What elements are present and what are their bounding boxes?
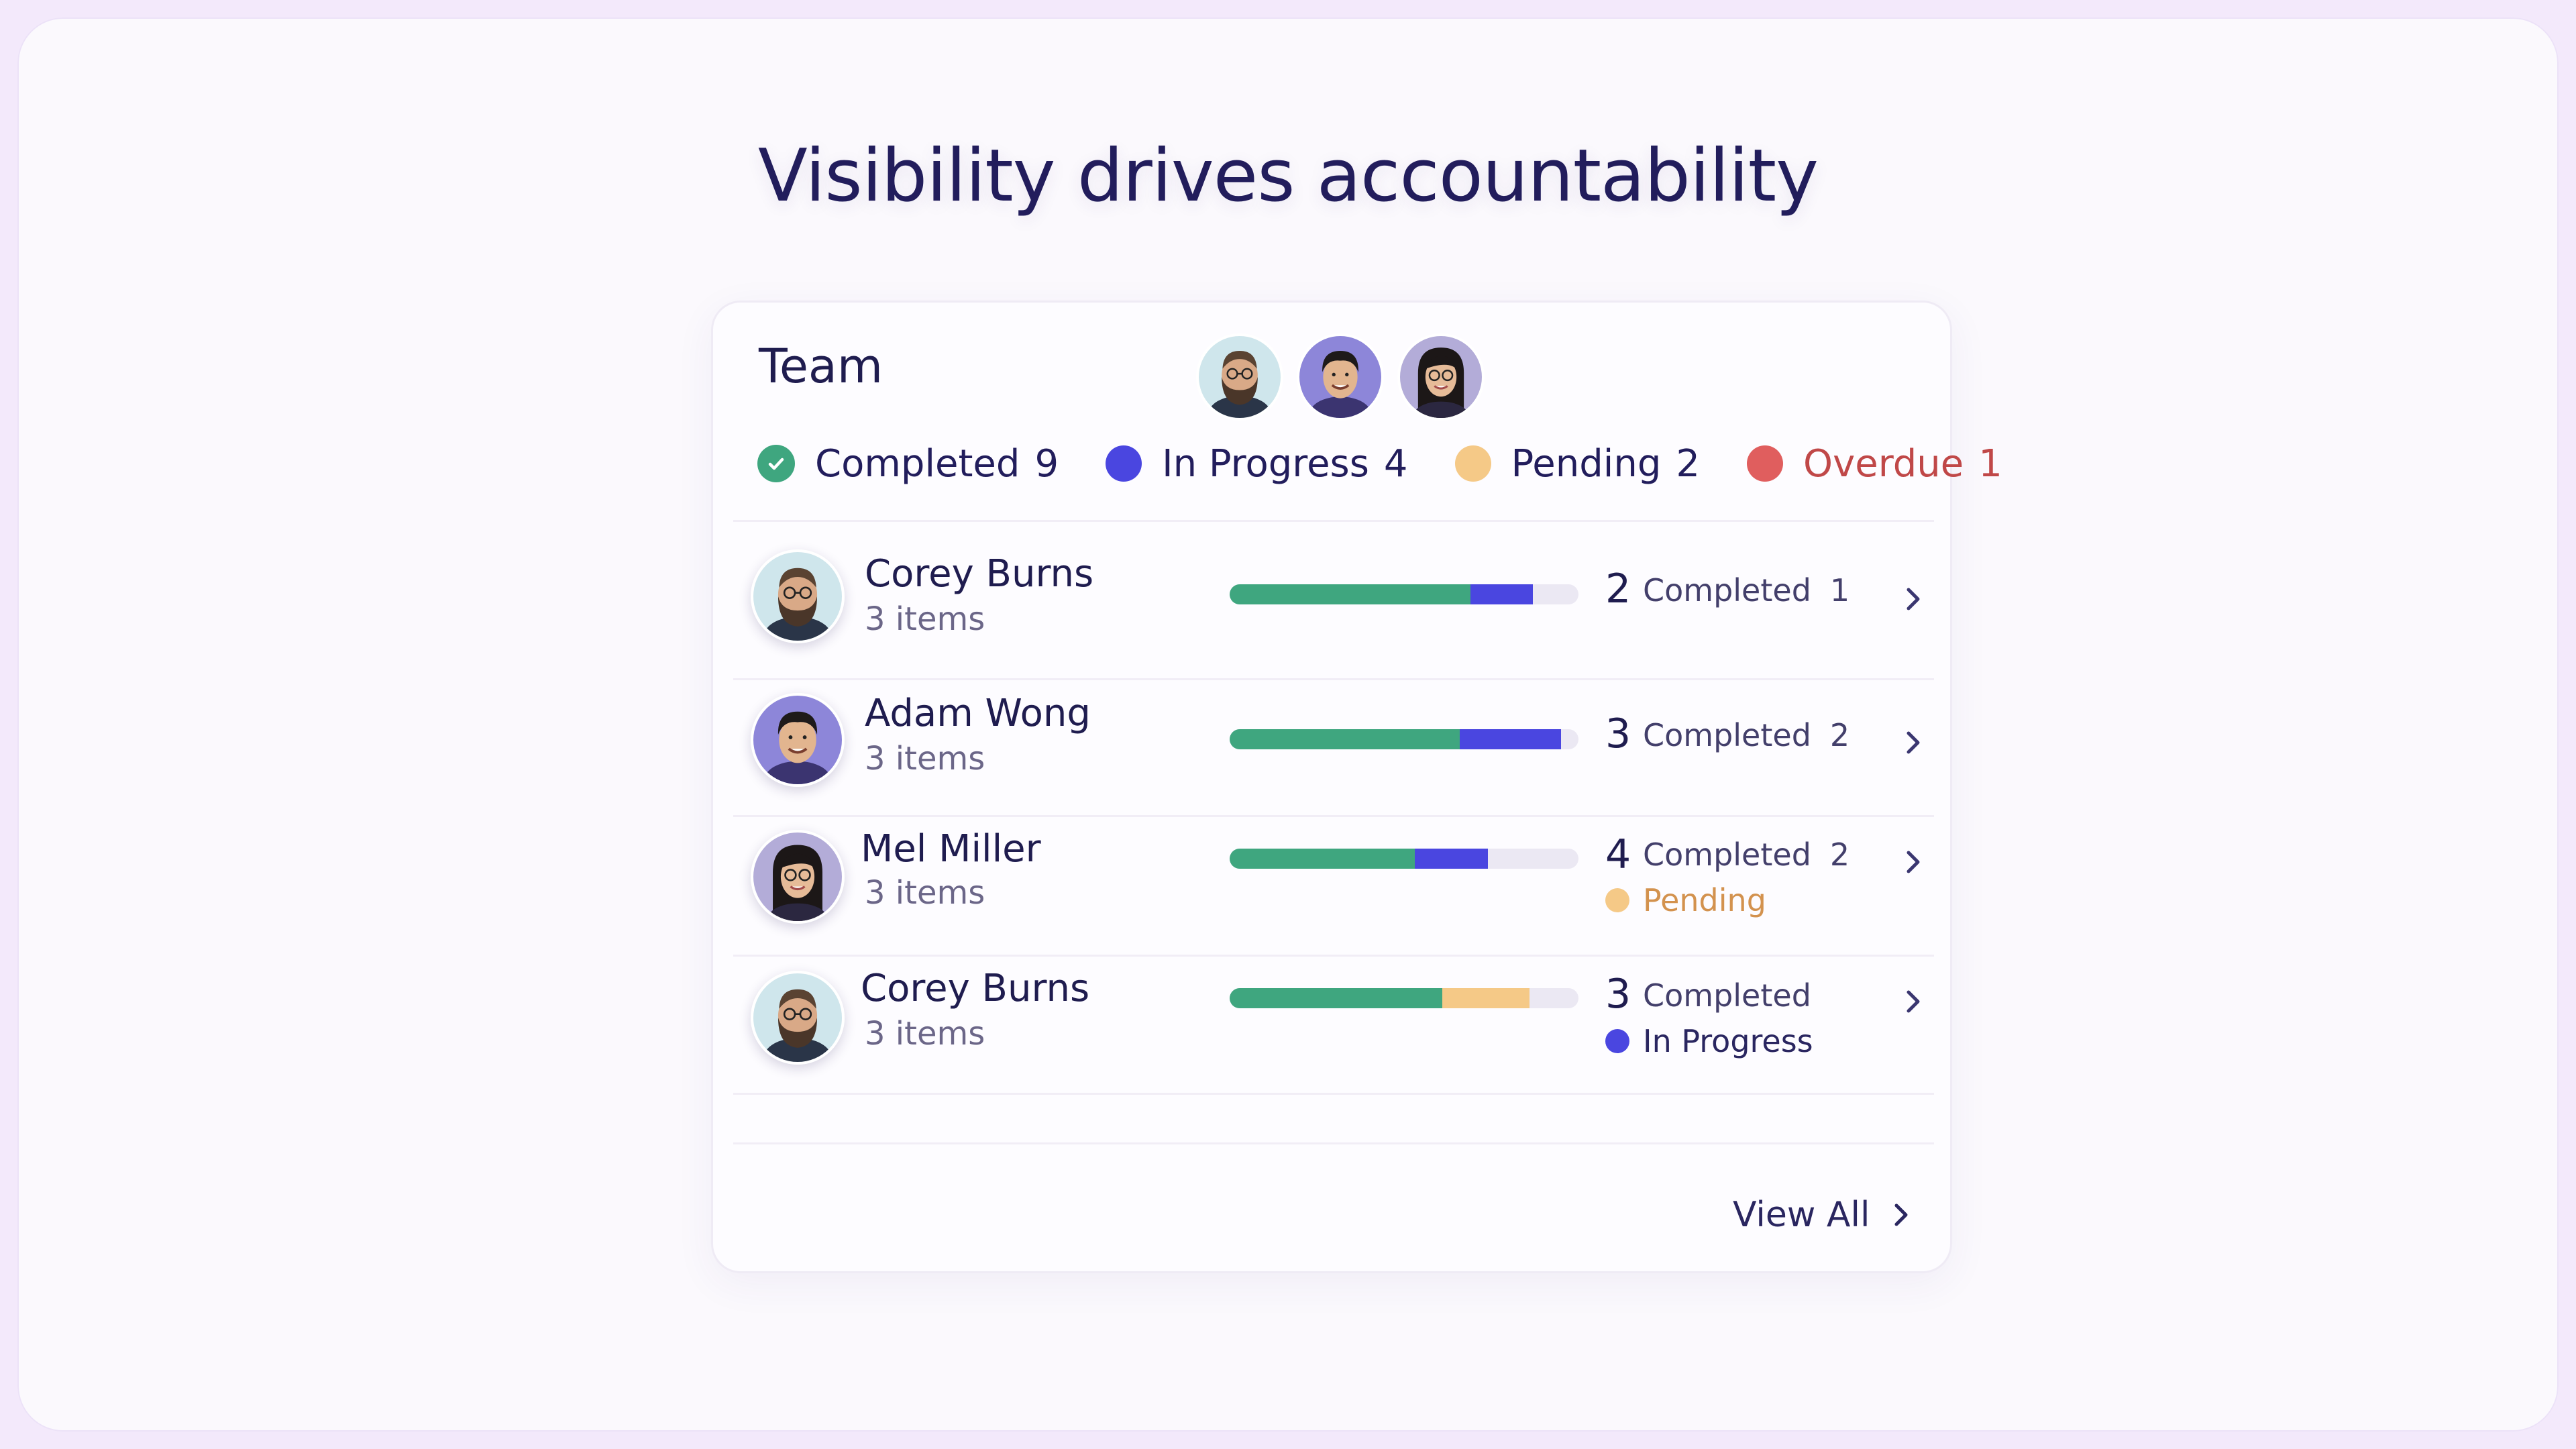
avatar [751,830,845,924]
member-status-label: Completed [1643,837,1811,873]
member-status: Completed 1 [1643,572,1849,608]
member-status: Completed 2 [1643,717,1849,753]
avatar [751,971,845,1065]
legend-pending[interactable]: Pending 2 [1454,441,1701,486]
legend-overdue-count: 1 [1978,441,2002,486]
member-row[interactable]: Corey Burns 3 items 2 Completed 1 [733,531,1934,669]
chevron-right-icon[interactable] [1900,579,1927,619]
member-count: 3 [1605,971,1631,1018]
progress-segment-in-progress [1460,729,1561,749]
avatar [751,693,845,787]
team-avatar-adam[interactable] [1297,333,1384,421]
member-name: Adam Wong [865,692,1091,735]
member-count: 2 [1605,566,1631,612]
overdue-dot-icon [1747,445,1784,482]
legend-completed[interactable]: Completed 9 [757,442,1059,486]
progress-segment-completed [1230,849,1415,869]
view-all-label: View All [1733,1195,1870,1235]
pending-dot-icon [1605,888,1629,912]
member-row[interactable]: Mel Miller 3 items 4 Completed 2 Pending [733,815,1934,953]
avatar [751,549,845,643]
avatar-bearded-glasses-image [1199,336,1281,418]
member-status: Completed [1643,977,1830,1014]
row-divider [733,1093,1934,1095]
member-row[interactable]: Adam Wong 3 items 3 Completed 2 [733,677,1934,815]
legend-in-progress-label: In Progress [1162,441,1369,486]
row-divider [733,955,1934,957]
legend-in-progress[interactable]: In Progress 4 [1106,441,1408,486]
member-status-label: Completed [1643,717,1811,753]
progress-bar [1230,584,1578,604]
legend-pending-label: Pending [1511,441,1662,486]
legend-in-progress-count: 4 [1383,441,1408,486]
row-divider [733,678,1934,680]
team-card: Team [711,301,2002,1273]
page-headline: Visibility drives accountability [757,134,1819,218]
in-progress-dot-icon [1605,1029,1629,1053]
progress-bar [1230,729,1578,749]
view-all-link[interactable]: View All [1733,1195,1914,1235]
chevron-right-icon[interactable] [1900,842,1927,882]
chevron-right-icon[interactable] [1900,722,1927,763]
team-avatar-mel[interactable] [1397,333,1485,421]
chevron-right-icon [1894,1203,1908,1226]
pending-dot-icon [1454,445,1491,482]
legend-pending-count: 2 [1676,441,1701,486]
member-status-label: Completed [1643,977,1811,1014]
member-status: Completed 2 [1643,837,1849,873]
progress-segment-in-progress [1470,584,1534,604]
progress-segment-completed [1230,988,1443,1008]
member-status-count: 2 [1829,717,1850,753]
member-item-count: 3 items [865,600,985,638]
in-progress-dot-icon [1106,445,1142,482]
member-status-count: 1 [1829,572,1850,608]
member-row[interactable]: Corey Burns 3 items 3 Completed In Progr… [733,953,1934,1091]
member-sub-status-label: In Progress [1643,1023,1813,1059]
chevron-right-icon[interactable] [1900,981,1927,1022]
member-name: Corey Burns [865,552,1094,596]
member-status-count: 2 [1829,837,1850,873]
legend-overdue[interactable]: Overdue 1 [1747,442,2002,486]
member-status-label: Completed [1643,572,1811,608]
progress-bar [1230,849,1578,869]
check-circle-icon [757,445,795,482]
status-legend: Completed 9 In Progress 4 Pending 2 Over… [757,437,2002,490]
member-sub-status: Pending [1605,882,1766,918]
progress-segment-pending [1442,988,1530,1008]
member-name: Corey Burns [861,967,1090,1010]
member-item-count: 3 items [865,740,985,777]
team-avatar-corey[interactable] [1196,333,1283,421]
member-name: Mel Miller [861,827,1041,871]
legend-divider [733,520,1934,522]
legend-completed-label: Completed [815,441,1020,486]
progress-bar [1230,988,1578,1008]
member-sub-status: In Progress [1605,1023,1813,1059]
progress-segment-in-progress [1414,849,1488,869]
progress-segment-completed [1230,584,1470,604]
avatar-smiling-man-image [1299,336,1381,418]
team-title: Team [759,339,883,394]
avatar-woman-glasses-image [1400,336,1482,418]
member-item-count: 3 items [865,874,985,912]
member-count: 3 [1605,710,1631,757]
member-count: 4 [1605,831,1631,878]
legend-overdue-label: Overdue [1803,441,1964,486]
member-sub-status-label: Pending [1643,882,1766,918]
member-item-count: 3 items [865,1015,985,1053]
legend-completed-count: 9 [1034,441,1059,486]
row-divider [733,815,1934,817]
progress-segment-completed [1230,729,1460,749]
list-bottom-divider [733,1142,1934,1144]
